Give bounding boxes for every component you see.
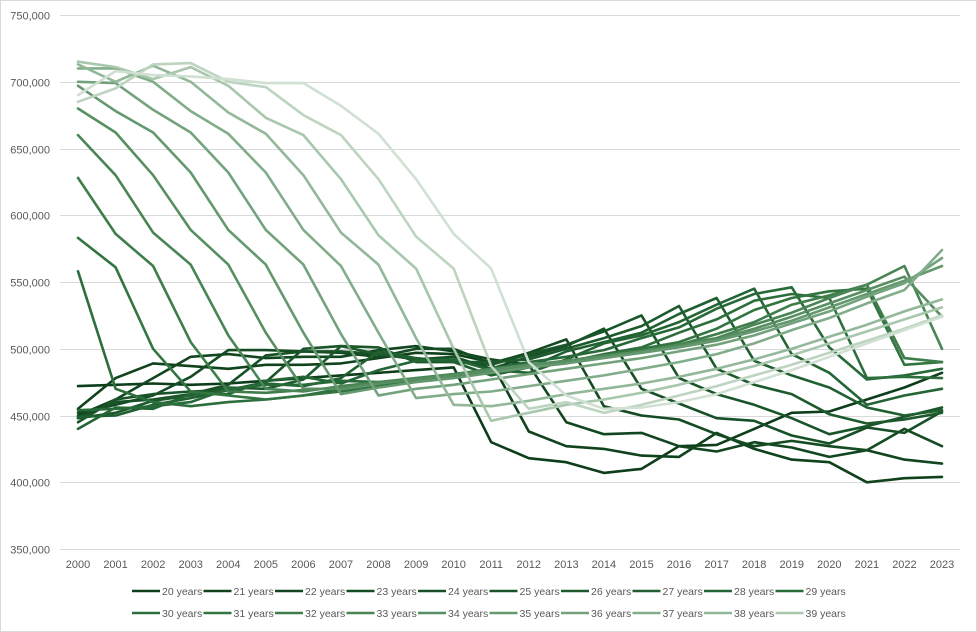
x-tick-label: 2020 xyxy=(817,559,841,571)
x-tick-label: 2009 xyxy=(404,559,428,571)
x-tick-label: 2007 xyxy=(329,559,353,571)
x-tick-label: 2019 xyxy=(779,559,803,571)
y-axis-tick-labels: 350,000 400,000 450,000 500,000 550,000 600,0… xyxy=(10,11,50,557)
y-tick-label: 750,000 xyxy=(10,11,50,23)
x-tick-label: 2002 xyxy=(141,559,165,571)
series-lines xyxy=(76,60,944,484)
legend-label: 37 years xyxy=(663,608,703,620)
x-tick-label: 2003 xyxy=(178,559,202,571)
x-tick-label: 2016 xyxy=(667,559,691,571)
legend-label: 23 years xyxy=(377,586,417,598)
legend-label: 28 years xyxy=(734,586,774,598)
legend-label: 35 years xyxy=(520,608,560,620)
legend-label: 34 years xyxy=(448,608,488,620)
x-tick-label: 2008 xyxy=(366,559,390,571)
x-tick-label: 2013 xyxy=(554,559,578,571)
legend: 20 years 21 years 22 years 23 years 24 years… xyxy=(132,586,846,620)
y-tick-label: 600,000 xyxy=(10,211,50,223)
y-tick-label: 650,000 xyxy=(10,145,50,157)
legend-label: 29 years xyxy=(806,586,846,598)
legend-label: 31 years xyxy=(234,608,274,620)
y-tick-label: 700,000 xyxy=(10,78,50,90)
x-tick-label: 2010 xyxy=(441,559,465,571)
y-tick-label: 450,000 xyxy=(10,412,50,424)
x-tick-label: 2014 xyxy=(592,559,616,571)
legend-label: 39 years xyxy=(806,608,846,620)
series-line xyxy=(76,63,944,408)
legend-label: 36 years xyxy=(591,608,631,620)
series-line xyxy=(76,80,944,397)
legend-label: 27 years xyxy=(663,586,703,598)
legend-label: 25 years xyxy=(520,586,560,598)
legend-label: 24 years xyxy=(448,586,488,598)
x-tick-label: 2018 xyxy=(742,559,766,571)
legend-label: 20 years xyxy=(162,586,202,598)
y-tick-label: 350,000 xyxy=(10,545,50,557)
x-tick-label: 2001 xyxy=(103,559,127,571)
x-tick-label: 2011 xyxy=(479,559,503,571)
series-line xyxy=(76,304,944,425)
x-tick-label: 2023 xyxy=(930,559,954,571)
x-tick-label: 2021 xyxy=(855,559,879,571)
y-tick-label: 500,000 xyxy=(10,345,50,357)
series-line xyxy=(76,69,944,411)
x-tick-label: 2000 xyxy=(66,559,90,571)
x-tick-label: 2022 xyxy=(892,559,916,571)
y-tick-label: 550,000 xyxy=(10,278,50,290)
y-tick-label: 400,000 xyxy=(10,478,50,490)
legend-label: 38 years xyxy=(734,608,774,620)
legend-label: 21 years xyxy=(234,586,274,598)
gridlines xyxy=(60,15,960,550)
legend-label: 32 years xyxy=(305,608,345,620)
series-line xyxy=(76,84,944,396)
x-tick-label: 2015 xyxy=(629,559,653,571)
x-axis-tick-labels: 2000 2001 2002 2003 2004 2005 2006 2007 2008 2009… xyxy=(66,559,954,571)
legend-label: 26 years xyxy=(591,586,631,598)
series-line xyxy=(76,351,944,484)
x-tick-label: 2012 xyxy=(517,559,541,571)
legend-label: 33 years xyxy=(377,608,417,620)
series-line xyxy=(76,107,944,391)
x-tick-label: 2004 xyxy=(216,559,240,571)
legend-label: 30 years xyxy=(162,608,202,620)
series-line xyxy=(76,327,944,445)
x-tick-label: 2005 xyxy=(254,559,278,571)
series-line xyxy=(76,60,944,423)
x-tick-label: 2017 xyxy=(704,559,728,571)
x-tick-label: 2006 xyxy=(291,559,315,571)
legend-label: 22 years xyxy=(305,586,345,598)
